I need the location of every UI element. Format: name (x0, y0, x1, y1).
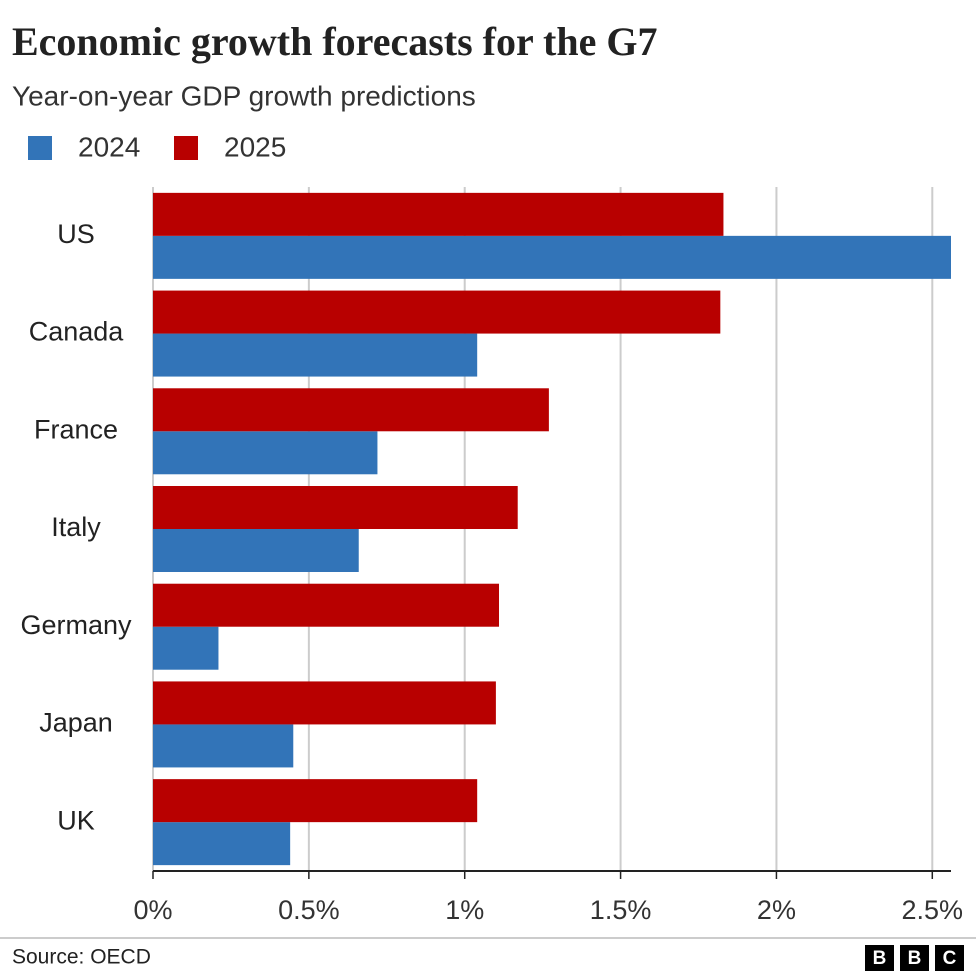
logo-letter: B (908, 948, 922, 969)
logo-box (865, 945, 894, 971)
y-tick-label: France (34, 414, 118, 444)
logo-letter: C (943, 948, 957, 969)
bar (153, 724, 294, 768)
bar (153, 290, 721, 334)
bar (153, 431, 378, 475)
bar (153, 822, 291, 866)
bar (153, 486, 518, 529)
logo-box (900, 945, 929, 971)
legend-swatch (28, 136, 52, 160)
x-tick-label: 2.5% (902, 895, 964, 925)
x-tick-label: 1% (445, 895, 484, 925)
bar (153, 626, 219, 670)
y-tick-label: Germany (20, 610, 132, 640)
bar (153, 681, 496, 725)
x-tick-label: 2% (757, 895, 796, 925)
x-tick-label: 1.5% (590, 895, 652, 925)
bar (153, 779, 478, 823)
y-tick-label: US (57, 219, 95, 249)
y-tick-label: Japan (39, 708, 113, 738)
bar (153, 529, 359, 572)
bar (153, 235, 951, 279)
bar (153, 583, 500, 627)
logo-box (935, 945, 964, 971)
chart-title: Economic growth forecasts for the G7 (12, 19, 657, 64)
y-tick-label: UK (57, 805, 95, 835)
x-tick-label: 0% (133, 895, 172, 925)
legend-label: 2024 (78, 131, 140, 162)
legend-swatch (174, 136, 198, 160)
x-tick-label: 0.5% (278, 895, 340, 925)
y-tick-label: Canada (29, 317, 125, 347)
logo-letter: B (873, 948, 887, 969)
bar (153, 192, 724, 236)
legend-label: 2025 (224, 131, 286, 162)
y-tick-label: Italy (51, 512, 101, 542)
source: Source: OECD (12, 946, 151, 969)
bar (153, 388, 549, 432)
chart-subtitle: Year-on-year GDP growth predictions (12, 80, 476, 111)
bar (153, 333, 478, 377)
